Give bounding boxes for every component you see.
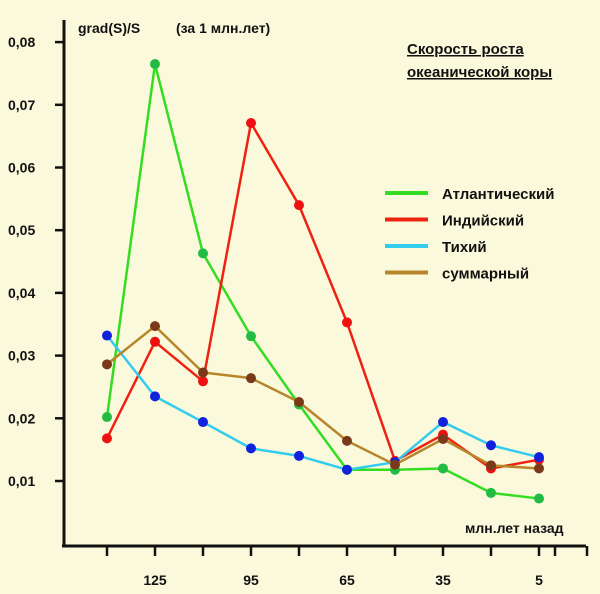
- legend-label: суммарный: [442, 266, 529, 283]
- x-axis-label: млн.лет назад: [465, 520, 564, 536]
- series-line: [106, 334, 540, 471]
- x-tick-label: 95: [243, 572, 259, 588]
- x-tick-label: 5: [535, 572, 543, 588]
- data-point: [246, 443, 256, 454]
- y-tick-label: 0,08: [8, 34, 35, 50]
- series-3: [102, 321, 544, 474]
- y-tick-label: 0,06: [8, 160, 35, 176]
- data-point: [534, 493, 544, 504]
- data-point: [342, 464, 352, 475]
- data-point: [438, 463, 448, 474]
- series-line: [105, 121, 540, 470]
- data-point: [150, 321, 160, 332]
- y-tick-label: 0,01: [8, 473, 35, 489]
- data-point: [342, 435, 352, 446]
- series-line: [106, 324, 540, 470]
- x-tick-label: 125: [143, 572, 167, 588]
- data-point: [102, 412, 112, 423]
- data-point: [438, 433, 448, 444]
- axes: [62, 20, 586, 548]
- chart-title-line-2: океанической коры: [407, 64, 552, 81]
- y-tick-label: 0,02: [8, 410, 35, 426]
- y-tick-label: 0,03: [8, 348, 35, 364]
- data-point: [486, 487, 496, 498]
- data-point: [198, 417, 208, 428]
- legend-label: Тихий: [442, 239, 487, 256]
- y-tick-label: 0,07: [8, 97, 35, 113]
- data-point: [246, 331, 256, 342]
- data-point: [102, 433, 112, 444]
- data-point: [534, 463, 544, 474]
- data-point: [294, 396, 304, 407]
- chart-title-line-1: Скорость роста: [407, 41, 524, 58]
- series-2: [102, 330, 544, 475]
- data-point: [342, 317, 352, 328]
- data-point: [294, 200, 304, 211]
- x-tick-label: 35: [435, 572, 451, 588]
- data-point: [486, 440, 496, 451]
- data-point: [150, 336, 160, 347]
- y-tick-label: 0,05: [8, 222, 35, 238]
- data-point: [294, 450, 304, 461]
- data-point: [438, 417, 448, 428]
- data-point: [150, 59, 160, 70]
- data-point: [246, 117, 256, 128]
- legend-label: Атлантический: [442, 186, 554, 203]
- y-axis-label-note: (за 1 млн.лет): [176, 20, 270, 36]
- x-tick-label: 65: [339, 572, 355, 588]
- data-point: [198, 248, 208, 259]
- series-line: [105, 62, 540, 500]
- y-tick-label: 0,04: [8, 285, 35, 301]
- legend-label: Индийский: [442, 213, 524, 230]
- data-point: [102, 330, 112, 341]
- data-point: [102, 359, 112, 370]
- data-point: [198, 367, 208, 378]
- data-point: [198, 376, 208, 387]
- data-point: [390, 459, 400, 470]
- legend: Атлантический Индийский Тихий суммарный: [385, 186, 554, 283]
- data-point: [486, 460, 496, 471]
- y-axis-label: grad(S)/S: [78, 20, 140, 36]
- data-point: [246, 373, 256, 384]
- data-point: [534, 452, 544, 463]
- data-point: [150, 391, 160, 402]
